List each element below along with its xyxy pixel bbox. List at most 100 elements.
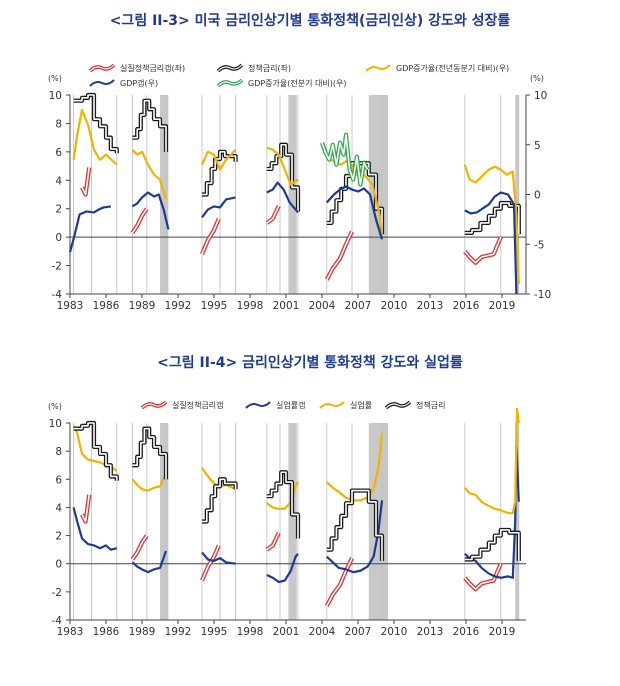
legend-swatch-1: [245, 401, 271, 409]
legend-swatch-3-inner: [385, 401, 411, 409]
y-left-tick-label-5: 0: [55, 559, 62, 571]
recession-band-1: [288, 423, 297, 620]
series-3-seg-3-inner: [266, 471, 299, 539]
x-tick-label-12: 2019: [489, 300, 516, 312]
x-tick-label-3: 1992: [165, 626, 192, 638]
recession-band-1: [288, 95, 297, 294]
y-right-tick-label-1: 5: [534, 140, 541, 152]
recession-band-3: [515, 95, 519, 294]
y-left-tick-label-4: 2: [55, 531, 62, 543]
x-tick-label-5: 1998: [237, 626, 264, 638]
y-left-tick-label-1: 8: [55, 118, 62, 130]
series-0-seg-4-inner: [326, 231, 353, 281]
series-3-seg-2-inner: [202, 478, 237, 523]
series-1-seg-2-inner: [202, 151, 237, 196]
series-0-seg-5-inner: [464, 236, 502, 264]
legend-label-1: 정책금리(좌): [248, 63, 291, 73]
series-0-seg-2-inner: [201, 218, 220, 255]
series-2-seg-0: [72, 108, 118, 166]
series-3-seg-4-inner: [326, 489, 383, 561]
x-tick-label-2: 1989: [129, 300, 156, 312]
x-tick-label-8: 2007: [345, 300, 372, 312]
legend-swatch-2: [365, 64, 391, 72]
legend-item-3: 정책금리: [384, 400, 445, 410]
series-3-seg-1-inner: [132, 427, 167, 480]
chart-1-gdp-growth: 1983 1986 1989 1992 1995 1998 2001 2004 2007 2010…: [48, 63, 551, 312]
y-left-tick-label-6: -2: [52, 261, 62, 273]
legend-item-4: GDP증가율(전분기 대비)(우): [216, 78, 346, 88]
x-tick-label-2: 1989: [129, 626, 156, 638]
legend-swatch-0-inner: [89, 64, 115, 72]
x-tick-label-4: 1995: [201, 300, 228, 312]
y-left-tick-label-6: -2: [52, 587, 62, 599]
x-tick-label-7: 2004: [309, 626, 336, 638]
x-tick-label-10: 2013: [417, 300, 444, 312]
series-2-seg-5: [463, 164, 520, 285]
y-left-unit: (%): [48, 74, 62, 83]
recession-band-2: [368, 423, 388, 620]
series-3-seg-1: [131, 191, 170, 230]
x-tick-label-4: 1995: [201, 626, 228, 638]
x-tick-label-9: 2010: [381, 626, 408, 638]
series-2-seg-4: [326, 432, 384, 502]
x-tick-label-3: 1992: [165, 300, 192, 312]
y-left-tick-label-2: 6: [55, 474, 62, 486]
x-tick-label-7: 2004: [309, 300, 336, 312]
x-tick-label-10: 2013: [417, 626, 444, 638]
y-right-tick-label-4: -10: [534, 289, 551, 301]
recession-band-2: [368, 95, 388, 294]
y-left-tick-label-3: 4: [55, 502, 62, 514]
x-tick-label-6: 2001: [273, 626, 300, 638]
y-left-tick-label-3: 4: [55, 175, 62, 187]
series-1-seg-2: [201, 551, 236, 565]
series-1-seg-5-inner: [464, 202, 520, 235]
legend-swatch-4-inner: [217, 79, 243, 87]
y-left-tick-label-1: 8: [55, 446, 62, 458]
series-1-seg-1-inner: [132, 99, 167, 152]
y-left-tick-label-0: 10: [49, 90, 62, 102]
x-tick-label-9: 2010: [381, 300, 408, 312]
chart-2-unemployment: 1983 1986 1989 1992 1995 1998 2001 2004 2007 2010…: [48, 400, 526, 638]
chart-1-title: <그림 II-3> 미국 금리인상기별 통화정책(금리인상) 강도와 성장률: [109, 13, 511, 29]
series-0-seg-0-inner: [81, 167, 90, 196]
series-3-seg-0: [68, 205, 111, 253]
y-left-unit: (%): [48, 402, 62, 411]
y-right-tick-label-3: -5: [534, 239, 544, 251]
series-3-seg-5-inner: [464, 529, 520, 561]
series-0-seg-0-inner: [81, 494, 90, 523]
series-2-seg-1: [131, 148, 168, 200]
legend-label-0: 실질정책금리갭(좌): [120, 63, 185, 73]
legend-item-3: GDP갭(우): [89, 78, 158, 88]
legend-swatch-0-inner: [141, 401, 167, 409]
series-3-seg-0-inner: [73, 422, 118, 481]
x-tick-label-11: 2016: [453, 300, 480, 312]
x-tick-label-1: 1986: [93, 300, 120, 312]
legend-item-1: 정책금리(좌): [216, 63, 291, 73]
y-left-tick-label-5: 0: [55, 232, 62, 244]
series-3-seg-3: [266, 181, 299, 214]
series-0-seg-1-inner: [131, 535, 148, 560]
series-3-seg-5: [464, 191, 518, 295]
series-2-seg-2: [201, 148, 237, 171]
y-right-tick-label-2: 0: [534, 190, 541, 202]
x-tick-label-12: 2019: [489, 626, 516, 638]
legend-label-3: GDP갭(우): [120, 78, 158, 88]
legend-item-0: 실질정책금리갭: [140, 400, 224, 410]
recession-band-3: [515, 423, 519, 620]
series-1-seg-3-inner: [266, 143, 299, 212]
x-tick-label-8: 2007: [345, 626, 372, 638]
series-4-seg-0-inner: [321, 134, 369, 186]
chart-2-title: <그림 II-4> 금리인상기별 통화정책 강도와 실업률: [157, 355, 463, 371]
series-0-seg-3-inner: [266, 532, 280, 551]
series-3-seg-2: [201, 196, 236, 219]
series-0-seg-1-inner: [131, 208, 148, 234]
series-2-seg-3: [266, 146, 299, 186]
series-1-seg-4-inner: [326, 162, 383, 235]
x-tick-label-0: 1983: [57, 300, 84, 312]
x-tick-label-0: 1983: [57, 626, 84, 638]
legend-label-2: 실업률: [350, 400, 372, 410]
series-1-seg-4: [326, 500, 384, 574]
legend-label-2: GDP증가율(전년동분기 대비)(우): [396, 63, 509, 73]
series-1-seg-5: [464, 444, 520, 579]
legend-item-0: 실질정책금리갭(좌): [88, 63, 185, 73]
